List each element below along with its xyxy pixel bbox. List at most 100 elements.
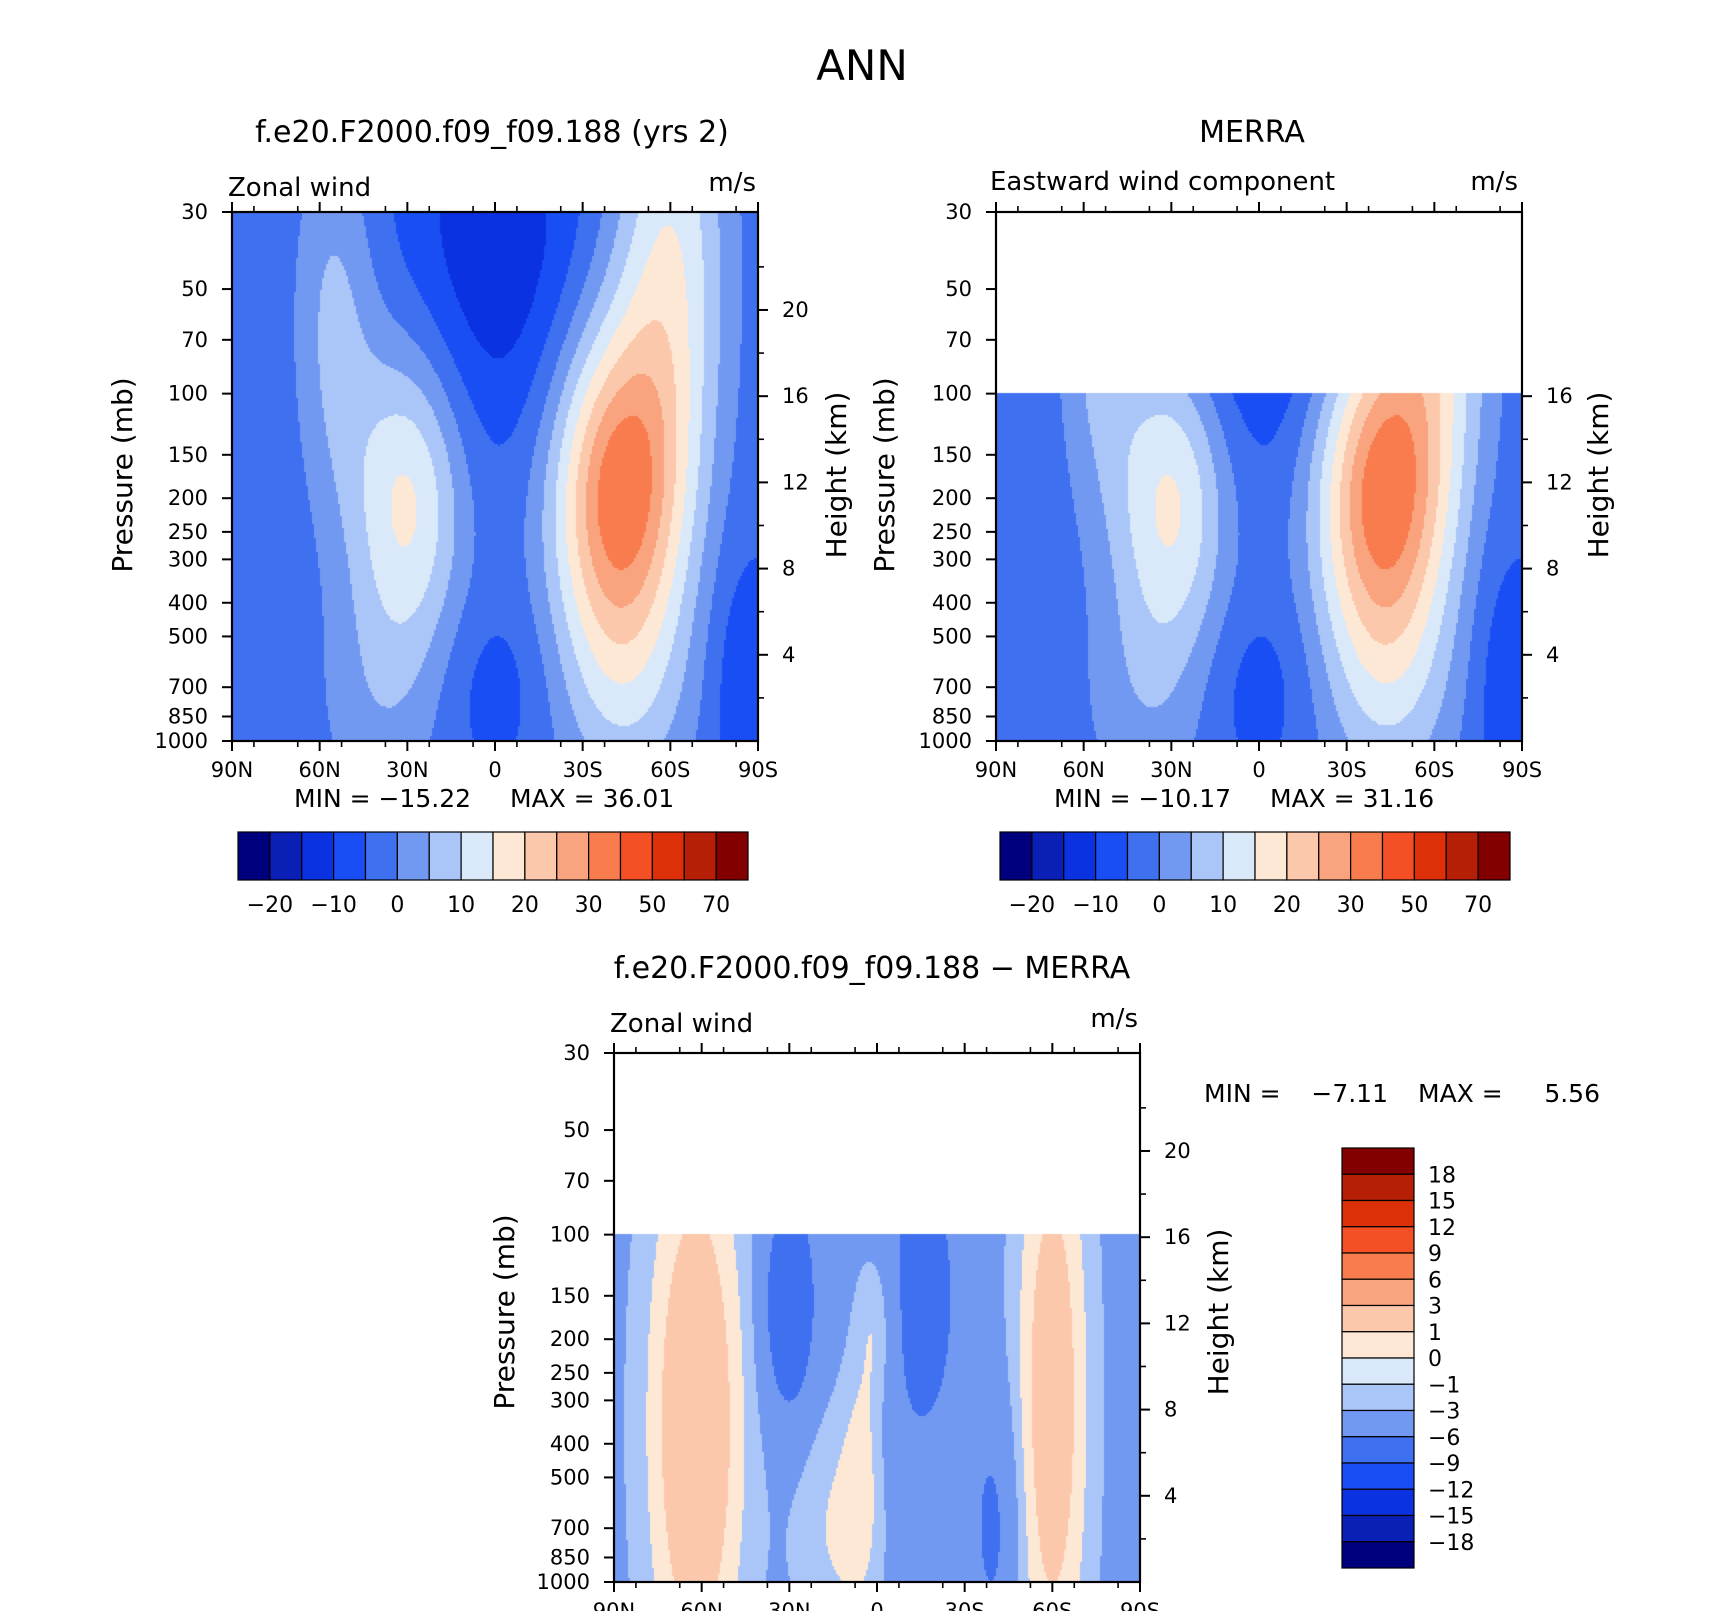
colorbar-cell (1413, 831, 1447, 881)
y-tick-label: 300 (168, 547, 208, 571)
merra-panel: MERRA Eastward wind component m/s Pressu… (868, 115, 1615, 918)
x-tick-label: 90N (593, 1599, 635, 1611)
y-tick-label: 70 (945, 328, 972, 352)
colorbar-cell (1126, 831, 1160, 881)
colorbar-cell (1341, 1173, 1415, 1202)
max-label: MAX = (1418, 1079, 1503, 1108)
colorbar-cell (1341, 1357, 1415, 1385)
y-tick-label: 1000 (537, 1570, 590, 1594)
colorbar-cell (715, 831, 749, 881)
colorbar-cell (1095, 831, 1129, 881)
colorbar-label: 20 (1273, 893, 1301, 918)
colorbar-cell (1341, 1514, 1415, 1543)
y-tick-label: 400 (550, 1432, 590, 1456)
y-tick-label: 850 (550, 1545, 590, 1569)
variable-label: Zonal wind (610, 1009, 753, 1039)
pressure-axis-label: Pressure (mb) (868, 377, 901, 572)
y-tick-label: 850 (168, 704, 208, 728)
colorbar-cell (492, 831, 526, 881)
colorbar-label: −20 (247, 893, 293, 918)
colorbar-cell (1341, 1383, 1415, 1412)
x-tick-label: 30S (1327, 758, 1367, 782)
colorbar-label: −3 (1428, 1400, 1460, 1425)
x-tick-label: 30N (386, 758, 428, 782)
variable-label: Zonal wind (228, 173, 371, 203)
y-tick-label: 500 (168, 624, 208, 648)
colorbar-cell (683, 831, 717, 881)
colorbar-label: 0 (1428, 1347, 1442, 1372)
y-tick-label: 250 (550, 1361, 590, 1385)
min-value: −7.11 (1311, 1079, 1388, 1108)
x-tick-label: 0 (488, 758, 501, 782)
colorbar-label: 12 (1428, 1216, 1456, 1241)
colorbar-cell (999, 831, 1033, 881)
height-tick-label: 8 (1546, 557, 1559, 581)
colorbar-cell (1350, 831, 1384, 881)
colorbar-label: −20 (1009, 893, 1055, 918)
colorbar-label: 9 (1428, 1242, 1442, 1267)
colorbar-cell (1190, 831, 1224, 881)
colorbar-cell (364, 831, 398, 881)
colorbar-cell (1341, 1409, 1415, 1438)
figure-title: ANN (816, 41, 908, 90)
colorbar-label: 3 (1428, 1295, 1442, 1320)
colorbar-label: 15 (1428, 1190, 1456, 1215)
colorbar-cell (1286, 831, 1320, 881)
colorbar-cell (1477, 831, 1511, 881)
height-tick-label: 12 (1164, 1311, 1191, 1335)
colorbar-label: 18 (1428, 1163, 1456, 1188)
pressure-axis-label: Pressure (mb) (488, 1214, 521, 1409)
x-tick-label: 90N (211, 758, 253, 782)
colorbar-label: −10 (1072, 893, 1118, 918)
colorbar-label: 70 (702, 893, 730, 918)
colorbar-label: 10 (447, 893, 475, 918)
colorbar-cell (588, 831, 622, 881)
x-tick-label: 90S (1502, 758, 1542, 782)
y-tick-label: 1000 (919, 729, 972, 753)
y-tick-label: 150 (550, 1284, 590, 1308)
y-tick-label: 200 (550, 1327, 590, 1351)
colorbar-cell (1031, 831, 1065, 881)
contour-field (996, 212, 1522, 741)
variable-label: Eastward wind component (990, 167, 1335, 197)
y-tick-label: 250 (932, 520, 972, 544)
colorbar-cell (333, 831, 367, 881)
difference-panel: f.e20.F2000.f09_f09.188 − MERRA Zonal wi… (488, 951, 1600, 1611)
colorbar-label: −6 (1428, 1426, 1460, 1451)
colorbar-label: 70 (1464, 893, 1492, 918)
contour-field (614, 1053, 1140, 1582)
colorbar-cell (396, 831, 430, 881)
y-tick-label: 300 (932, 547, 972, 571)
units-label: m/s (1470, 167, 1518, 197)
min-label: MIN = −15.22 (294, 784, 471, 813)
units-label: m/s (1090, 1004, 1138, 1034)
colorbar-cell (1341, 1226, 1415, 1254)
x-tick-label: 90S (1120, 1599, 1160, 1611)
colorbar-cell (556, 831, 590, 881)
colorbar-cell (460, 831, 494, 881)
x-tick-label: 60N (1062, 758, 1104, 782)
colorbar-cell (301, 831, 335, 881)
colorbar-cell (1341, 1304, 1415, 1333)
colorbar-cell (1341, 1488, 1415, 1517)
height-axis-label: Height (km) (820, 392, 853, 559)
x-tick-label: 0 (1252, 758, 1265, 782)
colorbar-cell (1341, 1199, 1415, 1228)
x-tick-label: 90S (738, 758, 778, 782)
y-tick-label: 500 (932, 624, 972, 648)
y-tick-label: 500 (550, 1465, 590, 1489)
y-tick-label: 30 (945, 200, 972, 224)
y-tick-label: 70 (181, 328, 208, 352)
colorbar-cell (651, 831, 685, 881)
colorbar-cell (269, 831, 303, 881)
max-label: MAX = 31.16 (1270, 784, 1434, 813)
y-tick-label: 200 (932, 486, 972, 510)
panel-title: MERRA (1199, 115, 1305, 150)
y-tick-label: 1000 (155, 729, 208, 753)
y-tick-label: 100 (932, 382, 972, 406)
height-tick-label: 8 (782, 557, 795, 581)
height-tick-label: 12 (782, 470, 809, 494)
colorbar-cell (1445, 831, 1479, 881)
colorbar-label: 50 (638, 893, 666, 918)
